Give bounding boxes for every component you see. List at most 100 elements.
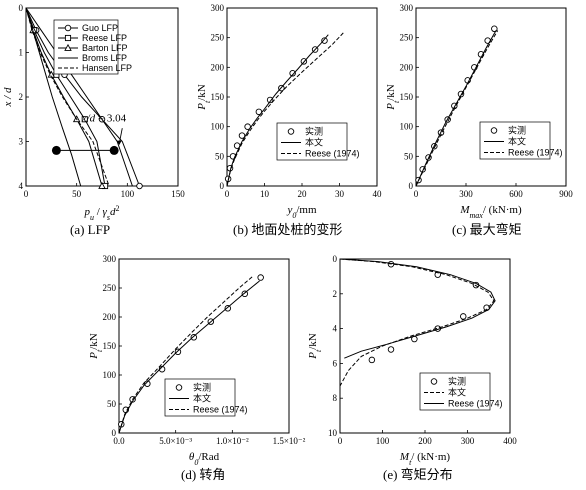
series-line-d-1 <box>118 280 260 434</box>
y-axis-label-b-part-1: t <box>203 100 212 103</box>
y-tick-label-c-2: 100 <box>400 122 414 132</box>
caption-c: (c) 最大弯矩 <box>452 222 522 237</box>
x-axis-label-c-part-1: max <box>470 211 484 220</box>
legend-marker-d-0 <box>175 384 183 391</box>
x-axis-label-b-part-0: y <box>286 204 292 216</box>
legend-label-e-1: 本文 <box>448 387 466 398</box>
x-axis-label-d: θ0/Rad <box>189 451 220 467</box>
x-tick-label-b-4: 40 <box>373 189 383 199</box>
y-tick-label-a-3: 3 <box>19 137 24 147</box>
caption-d: (d) 转角 <box>181 467 225 482</box>
series-line-a-1 <box>25 7 106 187</box>
x-axis-label-e: Mt/ (kN·m) <box>399 451 451 467</box>
y-tick-label-c-5: 250 <box>400 33 414 43</box>
legend-label-a-0: Guo LFP <box>82 23 118 33</box>
legend-label-e-0: 实测 <box>448 376 466 387</box>
x-axis-label-b-part-2: /mm <box>296 204 317 216</box>
data-point-d-0-8 <box>224 305 232 312</box>
caption-b: (b) 地面处桩的变形 <box>233 222 342 237</box>
y-axis-label-d-part-0: P <box>88 352 100 360</box>
x-axis-label-a-part-4: s <box>107 213 110 222</box>
series-line-c-2 <box>415 30 499 187</box>
legend-label-d-0: 实测 <box>193 382 211 393</box>
caption-e: (e) 弯矩分布 <box>383 467 453 482</box>
x-tick-label-d-3: 1.5×10⁻² <box>273 436 306 446</box>
y-tick-label-c-1: 50 <box>404 151 414 161</box>
data-point-e-0-4 <box>460 313 467 320</box>
y-axis-label-a: x / d <box>2 87 14 107</box>
y-tick-label-c-6: 300 <box>400 3 414 13</box>
legend-label-c-2: Reese (1974) <box>508 148 563 158</box>
x-axis-label-d-part-2: /Rad <box>198 451 219 463</box>
x-tick-label-b-3: 30 <box>335 189 345 199</box>
series-line-c-1 <box>415 30 497 187</box>
legend-label-b-0: 实测 <box>305 126 323 137</box>
x-axis-label-a-part-2: / <box>94 206 103 218</box>
legend-box-a <box>53 19 119 75</box>
series-line-a-0 <box>25 7 140 187</box>
legend-marker-a-1 <box>64 34 72 42</box>
y-tick-label-e-4: 8 <box>333 393 338 403</box>
legend-label-e-2: Reese (1974) <box>448 399 503 409</box>
y-tick-label-d-5: 250 <box>103 283 117 293</box>
y-tick-label-e-2: 4 <box>333 324 338 334</box>
series-line-a-5 <box>25 7 82 187</box>
legend-label-c-1: 本文 <box>508 136 526 147</box>
x-axis-label-a-part-5: d <box>110 206 116 218</box>
data-point-b-0-5 <box>244 123 251 130</box>
x-axis-label-a-part-1: u <box>90 213 94 222</box>
legend-label-a-3: Broms LFP <box>82 53 127 63</box>
legend-marker-a-2 <box>64 43 72 51</box>
y-axis-label-b-part-2: /kN <box>196 84 208 101</box>
x-axis-label-e-part-1: t <box>409 458 412 467</box>
y-axis-label-b-part-0: P <box>196 103 208 111</box>
chart-c: 0 300 600 900 0 50 100 150 200 250 300 Mmax/ (kN·m)… <box>385 3 573 220</box>
x-tick-label-c-1: 300 <box>459 189 473 199</box>
data-point-a-2-7 <box>98 181 106 189</box>
legend-marker-c-0 <box>490 127 498 134</box>
y-tick-label-c-3: 150 <box>400 92 414 102</box>
y-tick-label-a-1: 1 <box>19 48 24 58</box>
y-tick-label-a-2: 2 <box>19 92 24 102</box>
y-tick-label-e-1: 2 <box>333 289 338 299</box>
y-tick-label-b-6: 300 <box>211 3 225 13</box>
x-axis-label-c-part-0: M <box>459 204 470 216</box>
data-point-d-0-10 <box>257 274 264 281</box>
x-axis-label-a: pu / γsd2 <box>83 204 119 222</box>
xd-marker-0 <box>51 145 61 155</box>
y-axis-label-d: Pt/kN <box>88 333 104 360</box>
y-tick-label-d-2: 100 <box>103 370 117 380</box>
x-tick-label-e-4: 400 <box>503 436 517 446</box>
y-tick-label-b-2: 100 <box>211 122 225 132</box>
series-line-e-2 <box>339 258 496 359</box>
x-axis-label-a-part-6: 2 <box>116 204 120 213</box>
x-axis-label-a-part-3: γ <box>103 206 108 218</box>
legend-label-b-1: 本文 <box>305 137 323 148</box>
x-tick-label-e-1: 100 <box>376 436 390 446</box>
x-tick-label-b-2: 20 <box>298 189 308 199</box>
x-axis-label-a-part-0: p <box>83 206 90 218</box>
y-tick-label-e-5: 10 <box>328 428 338 438</box>
y-tick-label-d-4: 200 <box>103 312 117 322</box>
data-point-d-0-3 <box>144 380 151 387</box>
xd-annotation-part-0: x/d <box>81 112 96 124</box>
x-axis-label-e-part-0: M <box>399 451 410 463</box>
chart-d: 0.0 5.0×10⁻³ 1.0×10⁻² 1.5×10⁻² 0 50 100 150 200 2… <box>88 254 306 467</box>
xd-annotation: x/d = 3.04 <box>81 112 127 124</box>
y-axis-label-e-part-0: P <box>307 352 319 360</box>
x-axis-label-d-part-0: θ <box>189 451 195 463</box>
y-tick-label-b-3: 150 <box>211 92 225 102</box>
y-tick-label-e-3: 6 <box>333 358 338 368</box>
y-tick-label-c-4: 200 <box>400 62 414 72</box>
y-axis-label-e-part-2: /kN <box>307 333 319 350</box>
x-tick-label-c-0: 0 <box>414 189 419 199</box>
legend-marker-b-0 <box>287 128 295 135</box>
x-tick-label-d-2: 1.0×10⁻² <box>216 436 249 446</box>
y-tick-label-a-4: 4 <box>19 181 24 191</box>
series-line-a-2 <box>25 7 103 187</box>
data-point-b-0-7 <box>266 96 274 104</box>
x-axis-label-c: Mmax/ (kN·m) <box>459 204 522 220</box>
x-axis-label-c-part-2: / (kN·m) <box>483 204 522 216</box>
